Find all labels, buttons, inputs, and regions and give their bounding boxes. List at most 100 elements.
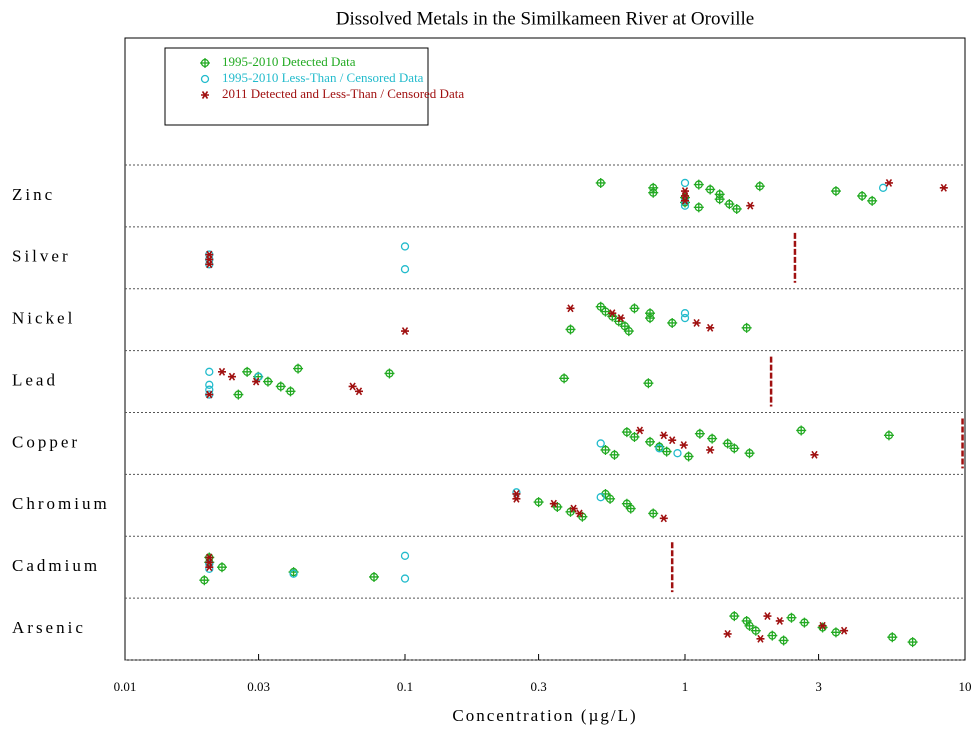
data-point <box>693 202 704 213</box>
data-point <box>400 551 410 560</box>
marker-cross <box>722 438 733 449</box>
data-point <box>596 439 605 448</box>
data-point <box>659 514 668 523</box>
marker-cross <box>694 428 705 439</box>
marker-circle <box>400 242 410 251</box>
marker-star <box>659 514 668 523</box>
data-point <box>512 494 521 503</box>
marker-cross <box>750 625 761 636</box>
data-point <box>840 626 849 635</box>
y-tick-label: Lead <box>12 370 58 389</box>
marker-cross <box>384 368 395 379</box>
legend-label: 1995-2010 Detected Data <box>222 54 356 69</box>
data-point <box>668 436 677 445</box>
marker-cross <box>707 433 718 444</box>
data-point <box>796 425 807 436</box>
x-tick-label: 0.03 <box>247 679 270 694</box>
marker-cross <box>645 313 656 324</box>
data-point <box>605 493 616 504</box>
data-point <box>384 368 395 379</box>
data-point <box>643 378 654 389</box>
marker-cross <box>744 448 755 459</box>
data-point <box>400 242 410 251</box>
data-point <box>625 503 636 514</box>
data-point <box>818 621 827 630</box>
data-point <box>609 449 620 460</box>
marker-cross <box>285 386 296 397</box>
marker-cross <box>242 366 253 377</box>
y-tick-label: Arsenic <box>12 618 86 637</box>
data-point <box>705 184 716 195</box>
marker-cross <box>609 449 620 460</box>
data-point <box>724 199 735 210</box>
data-point <box>887 632 898 643</box>
data-point <box>216 562 227 573</box>
y-tick-label: Nickel <box>12 309 75 328</box>
data-point <box>400 574 410 583</box>
marker-circle <box>400 574 410 583</box>
data-point <box>680 178 690 188</box>
marker-star <box>569 504 578 513</box>
data-point <box>648 508 659 519</box>
data-point <box>645 436 656 447</box>
data-point <box>775 616 784 625</box>
data-point <box>741 322 752 333</box>
marker-cross <box>778 635 789 646</box>
marker-circle <box>400 265 410 274</box>
marker-cross <box>729 611 740 622</box>
marker-cross <box>643 378 654 389</box>
data-point <box>596 493 605 502</box>
marker-star <box>939 183 948 192</box>
data-point <box>566 304 575 313</box>
data-point <box>205 260 214 269</box>
marker-star <box>512 494 521 503</box>
marker-cross <box>667 317 678 328</box>
data-point <box>744 620 755 631</box>
marker-cross <box>648 187 659 198</box>
x-tick-label: 0.01 <box>114 679 137 694</box>
legend-box <box>164 47 429 126</box>
marker-circle <box>680 309 690 318</box>
data-point <box>262 376 273 387</box>
data-point <box>648 187 659 198</box>
data-point <box>242 366 253 377</box>
marker-star <box>616 314 625 323</box>
data-point <box>217 367 226 376</box>
marker-star <box>401 327 409 336</box>
data-point <box>907 637 918 648</box>
marker-star <box>884 178 893 187</box>
data-point <box>817 622 828 633</box>
marker-circle <box>200 74 210 84</box>
marker-circle <box>512 488 521 497</box>
marker-cross <box>907 637 918 648</box>
data-point <box>608 309 617 318</box>
marker-circle <box>205 564 214 573</box>
marker-star <box>746 201 755 210</box>
data-point <box>285 386 296 397</box>
marker-star <box>205 390 214 399</box>
data-point <box>706 323 715 332</box>
y-tick-label: Silver <box>12 247 71 266</box>
marker-cross <box>559 373 570 384</box>
marker-cross <box>724 199 735 210</box>
data-point <box>616 314 625 323</box>
data-point <box>275 381 286 392</box>
data-point <box>600 444 611 455</box>
data-point <box>199 575 210 586</box>
marker-star <box>681 196 689 205</box>
marker-cross <box>648 508 659 519</box>
marker-circle <box>596 439 605 448</box>
marker-star <box>635 426 644 435</box>
marker-cross <box>729 443 740 454</box>
data-point <box>205 390 214 399</box>
data-point <box>645 313 656 324</box>
marker-star <box>608 309 617 318</box>
y-tick-label: Zinc <box>12 185 55 204</box>
data-point <box>706 445 715 454</box>
marker-cross <box>200 58 210 68</box>
data-point <box>692 318 701 327</box>
data-point <box>575 509 584 518</box>
data-point <box>661 446 672 457</box>
marker-star <box>659 431 668 440</box>
